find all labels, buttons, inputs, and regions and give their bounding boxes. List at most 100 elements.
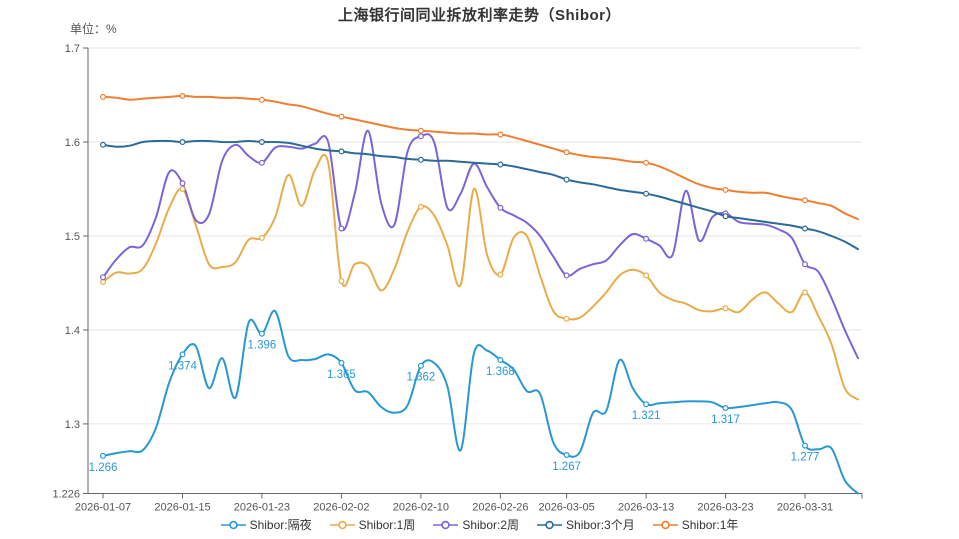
- data-point-label: 1.368: [486, 366, 515, 378]
- legend-item-Shibor:3个月[interactable]: Shibor:3个月: [537, 516, 635, 533]
- data-point-marker: [417, 156, 424, 163]
- x-axis-label: 2026-02-26: [472, 502, 528, 514]
- data-point-marker: [338, 359, 345, 366]
- data-point-marker: [563, 272, 570, 279]
- x-axis-label: 2026-02-10: [393, 502, 449, 514]
- data-point-marker: [179, 139, 186, 146]
- legend-marker-icon: [220, 520, 246, 529]
- legend-label: Shibor:2周: [462, 518, 520, 532]
- y-axis-label: 1.226: [52, 489, 80, 501]
- data-point-marker: [338, 148, 345, 155]
- legend-label: Shibor:3个月: [566, 518, 635, 532]
- x-axis-label: 2026-03-23: [697, 502, 753, 514]
- data-point-marker: [497, 204, 504, 211]
- data-point-marker: [563, 315, 570, 322]
- legend-marker-icon: [652, 520, 678, 529]
- y-axis-label: 1.5: [65, 231, 80, 243]
- x-axis-label: 2026-03-05: [538, 502, 594, 514]
- data-point-marker: [258, 159, 265, 166]
- series-line-Shibor:1周: [102, 154, 859, 401]
- y-axis-unit-label: 单位：%: [70, 22, 117, 36]
- data-point-marker: [643, 235, 650, 242]
- data-point-marker: [417, 203, 424, 210]
- data-point-marker: [417, 362, 424, 369]
- legend-marker-icon: [329, 520, 355, 529]
- data-point-label: 1.365: [327, 369, 356, 381]
- data-point-marker: [99, 274, 106, 281]
- data-point-marker: [179, 92, 186, 99]
- legend-marker-icon: [433, 520, 459, 529]
- data-point-label: 1.266: [89, 462, 118, 474]
- data-point-marker: [258, 96, 265, 103]
- data-point-marker: [722, 405, 729, 412]
- data-point-marker: [722, 305, 729, 312]
- x-axis-label: 2026-01-07: [75, 502, 131, 514]
- legend-label: Shibor:隔夜: [249, 518, 312, 532]
- data-point-marker: [497, 357, 504, 364]
- x-axis-label: 2026-03-31: [777, 502, 833, 514]
- data-point-marker: [497, 161, 504, 168]
- legend-item-Shibor:1周[interactable]: Shibor:1周: [329, 516, 416, 533]
- x-axis-label: 2026-01-15: [154, 502, 210, 514]
- data-point-marker: [643, 190, 650, 197]
- data-point-label: 1.396: [248, 340, 277, 352]
- legend-marker-icon: [537, 520, 563, 529]
- data-point-label: 1.374: [168, 360, 197, 372]
- data-point-marker: [338, 225, 345, 232]
- series-line-Shibor:3个月: [102, 139, 859, 251]
- chart-title: 上海银行间同业拆放利率走势（Shibor）: [338, 7, 621, 24]
- x-axis-label: 2026-03-13: [618, 502, 674, 514]
- series-line-Shibor:隔夜: [102, 309, 859, 495]
- data-point-marker: [338, 113, 345, 120]
- data-point-marker: [801, 261, 808, 268]
- data-point-marker: [801, 442, 808, 449]
- data-point-marker: [643, 159, 650, 166]
- x-axis-label: 2026-01-23: [234, 502, 290, 514]
- x-axis-label: 2026-02-02: [313, 502, 369, 514]
- data-point-marker: [99, 93, 106, 100]
- data-point-marker: [179, 351, 186, 358]
- data-point-label: 1.321: [632, 410, 661, 422]
- legend-item-Shibor:隔夜[interactable]: Shibor:隔夜: [220, 516, 312, 533]
- data-point-marker: [99, 452, 106, 459]
- data-point-marker: [643, 272, 650, 279]
- y-axis-label: 1.4: [65, 325, 80, 337]
- legend-label: Shibor:1年: [681, 518, 739, 532]
- y-axis-label: 1.3: [65, 419, 80, 431]
- series-line-Shibor:2周: [102, 129, 859, 360]
- data-point-marker: [497, 131, 504, 138]
- data-point-label: 1.267: [552, 461, 581, 473]
- data-point-marker: [417, 133, 424, 140]
- data-point-marker: [258, 330, 265, 337]
- series-line-Shibor:1年: [102, 94, 859, 221]
- data-point-marker: [722, 186, 729, 193]
- data-point-marker: [258, 139, 265, 146]
- y-axis-label: 1.6: [65, 137, 80, 149]
- data-point-marker: [99, 141, 106, 148]
- data-point-label: 1.362: [407, 372, 436, 384]
- data-point-marker: [258, 234, 265, 241]
- data-point-label: 1.277: [791, 452, 820, 464]
- data-point-marker: [417, 127, 424, 134]
- data-point-marker: [643, 401, 650, 408]
- data-point-marker: [179, 180, 186, 187]
- data-point-marker: [801, 225, 808, 232]
- data-point-marker: [338, 278, 345, 285]
- data-point-marker: [801, 289, 808, 296]
- data-point-marker: [563, 149, 570, 156]
- data-point-marker: [801, 197, 808, 204]
- data-point-marker: [722, 213, 729, 220]
- chart-legend: Shibor:隔夜 Shibor:1周 Shibor:2周 Shibor:3个月 Shi…: [0, 516, 959, 533]
- data-point-marker: [563, 176, 570, 183]
- data-point-marker: [497, 271, 504, 278]
- data-point-marker: [179, 186, 186, 193]
- data-point-marker: [563, 452, 570, 459]
- y-axis-label: 1.7: [65, 43, 80, 55]
- legend-item-Shibor:2周[interactable]: Shibor:2周: [433, 516, 519, 533]
- legend-item-Shibor:1年[interactable]: Shibor:1年: [652, 516, 739, 533]
- legend-label: Shibor:1周: [358, 518, 416, 532]
- data-point-label: 1.317: [711, 414, 740, 426]
- data-point-marker: [99, 279, 106, 286]
